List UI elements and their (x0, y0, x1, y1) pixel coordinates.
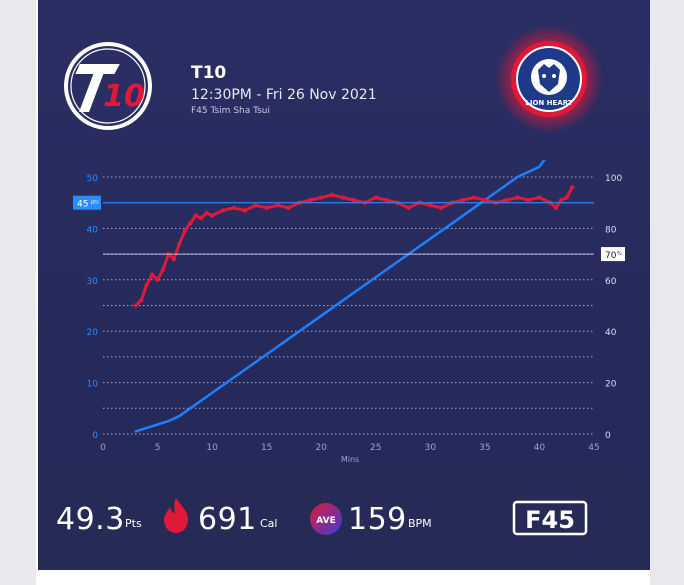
x-axis-tick-label: 40 (534, 443, 546, 453)
average-heart-rate-badge: AVE (310, 503, 342, 535)
right-axis-tick-label: 80 (605, 225, 617, 235)
heart-rate-data-point (133, 303, 138, 308)
heart-rate-data-point (439, 205, 444, 211)
heart-rate-data-point (275, 203, 280, 208)
heart-rate-data-point (537, 195, 542, 200)
points-target-badge (73, 195, 101, 210)
heart-rate-data-point (231, 205, 237, 211)
heart-rate-data-point (242, 208, 248, 213)
class-datetime: 12:30PM - Fri 26 Nov 2021 (191, 87, 377, 103)
class-title: T10 (191, 63, 227, 83)
right-axis-tick-label: 0 (605, 431, 611, 441)
x-axis-tick-label: 15 (261, 443, 272, 453)
ave-label: AVE (316, 516, 335, 526)
heart-rate-unit: BPM (408, 517, 432, 530)
heart-rate-data-point (553, 205, 559, 211)
x-axis-tick-label: 30 (425, 443, 437, 453)
heart-rate-data-point (384, 197, 389, 203)
heart-rate-target-badge (601, 247, 625, 262)
heart-rate-data-point (182, 228, 188, 234)
workout-chart: 0 10 20 30 40 50 0 20 40 60 80 100 0 5 10 15 20 25 30 35 40 4… (73, 160, 625, 464)
heart-rate-data-point (515, 195, 520, 200)
heart-rate-data-point (188, 221, 193, 226)
left-axis-tick-label: 40 (87, 225, 99, 235)
heart-rate-data-point (373, 195, 378, 200)
heart-rate-data-point (144, 282, 149, 288)
heart-rate-data-point (351, 197, 357, 203)
x-axis-tick-label: 20 (315, 443, 327, 453)
heart-rate-data-point (504, 197, 509, 203)
left-margin (0, 0, 36, 585)
heart-rate-data-point (171, 257, 177, 262)
heart-rate-data-point (138, 298, 144, 303)
heart-rate-data-point (559, 197, 564, 203)
right-axis-tick-label: 100 (605, 174, 622, 184)
class-logo-number: 10 (103, 79, 145, 114)
class-location: F45 Tsim Sha Tsui (191, 106, 271, 116)
heart-rate-data-point (160, 267, 166, 272)
heart-rate-data-point (209, 213, 215, 218)
workout-summary-card: 10 T10 12:30PM - Fri 26 Nov 2021 F45 Tsi… (38, 0, 650, 570)
heart-rate-data-point (286, 205, 291, 211)
x-axis-tick-label: 0 (100, 443, 106, 453)
heart-rate-value: 159 (348, 502, 407, 537)
left-axis-tick-label: 0 (92, 431, 98, 441)
flame-icon (164, 498, 188, 533)
f45-logo: F45 (512, 500, 588, 536)
x-axis-label: Mins (341, 455, 359, 464)
points-value: 49.3 (56, 502, 125, 537)
right-axis-tick-label: 60 (605, 277, 617, 287)
points-target-unit: pts (91, 200, 99, 206)
heart-rate-data-point (460, 197, 466, 203)
calories-unit: Cal (260, 517, 278, 530)
calories-value: 691 (198, 502, 257, 537)
x-axis-tick-label: 45 (588, 443, 599, 453)
heart-rate-target-value: 70 (605, 251, 617, 261)
heart-rate-data-point (564, 195, 569, 200)
right-margin (650, 0, 684, 585)
left-axis-tick-label: 10 (87, 380, 99, 390)
heart-rate-data-point (406, 205, 411, 211)
points-unit: Pts (125, 517, 142, 530)
right-axis-tick-label: 40 (605, 328, 617, 338)
class-logo: 10 (64, 42, 152, 130)
stats-bar (38, 466, 650, 570)
heart-rate-data-point (204, 210, 209, 216)
heart-rate-data-point (569, 185, 575, 190)
x-axis-tick-label: 5 (155, 443, 161, 453)
team-logo-text: LION HEART (525, 99, 572, 107)
x-axis-tick-label: 10 (206, 443, 218, 453)
heart-rate-data-point (526, 197, 531, 203)
heart-rate-data-point (340, 195, 346, 200)
points-series-line (134, 160, 546, 433)
heart-rate-data-point (199, 215, 204, 221)
heart-rate-target-unit: % (617, 251, 622, 257)
x-axis-tick-label: 25 (370, 443, 381, 453)
heart-rate-data-point (264, 205, 269, 211)
heart-rate-data-point (220, 208, 226, 213)
left-axis-tick-label: 50 (87, 174, 99, 184)
left-axis-tick-label: 20 (87, 328, 99, 338)
team-logo: LION HEART (495, 25, 603, 133)
heart-rate-data-point (177, 241, 182, 247)
heart-rate-data-point (482, 197, 488, 203)
heart-rate-series-line (134, 185, 574, 307)
heart-rate-data-point (319, 195, 324, 200)
right-axis-tick-label: 20 (605, 380, 617, 390)
points-target-value: 45 (77, 200, 88, 210)
f45-logo-text: F45 (525, 506, 575, 534)
heart-rate-data-point (308, 197, 313, 203)
heart-rate-data-point (193, 213, 198, 218)
heart-rate-data-point (253, 203, 258, 208)
heart-rate-data-point (155, 277, 160, 282)
left-axis-tick-label: 30 (87, 277, 99, 287)
heart-rate-data-point (428, 203, 433, 208)
heart-rate-data-point (149, 272, 155, 277)
heart-rate-data-point (471, 195, 477, 200)
heart-rate-data-point (329, 192, 335, 198)
x-axis-tick-label: 35 (479, 443, 490, 453)
